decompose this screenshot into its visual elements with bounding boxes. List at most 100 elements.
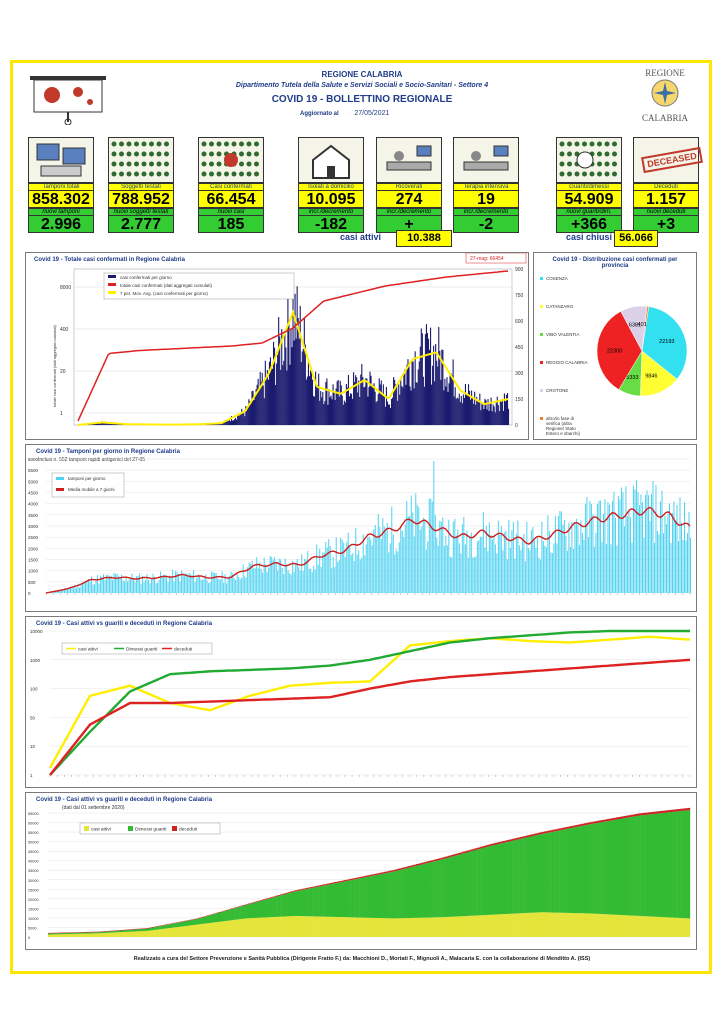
deceased-bar (425, 861, 429, 864)
active-bar (652, 916, 656, 937)
deceased-bar (373, 873, 377, 876)
left-tick-label: 20 (60, 369, 66, 375)
y-tick-label: 40000 (28, 860, 39, 864)
swab-bar (355, 527, 357, 593)
active-bar (413, 917, 417, 937)
house-icon (312, 144, 350, 179)
daily-case-bar (223, 422, 225, 425)
recovered-bar (176, 922, 180, 928)
swabs-panel: Covid 19 - Tamponi per giorno in Regione… (25, 444, 697, 612)
recovered-bar (307, 888, 310, 917)
daily-case-bar (487, 399, 489, 425)
daily-case-bar (296, 286, 298, 425)
active-bar (107, 932, 110, 937)
swab-bar (595, 532, 597, 593)
swab-bar (538, 557, 540, 593)
deceased-bar (317, 885, 320, 887)
active-bar (596, 913, 599, 937)
deceased-bar (551, 829, 555, 832)
recovered-bar (391, 871, 394, 919)
active-bar (312, 916, 315, 937)
swab-bar (248, 562, 250, 593)
deceased-bar (312, 886, 315, 888)
swab-bar (137, 575, 139, 593)
recovered-bar (168, 924, 172, 928)
deceased-bar (139, 928, 143, 930)
updated-label: Aggiornato al (300, 111, 339, 117)
swab-bar (671, 512, 673, 593)
deceased-bar (257, 900, 261, 902)
active-bar (430, 917, 434, 937)
swab-bar (398, 542, 400, 593)
recovered-bar (262, 900, 266, 918)
daily-case-bar (421, 333, 423, 425)
recovered-bar (462, 853, 466, 917)
deceased-bar (149, 927, 152, 929)
daily-case-bar (411, 361, 413, 425)
swab-bar (428, 498, 430, 593)
recovered-bar (601, 822, 604, 915)
deceased-bar (571, 825, 575, 828)
swab-bar (272, 559, 274, 593)
daily-case-bar (428, 349, 431, 425)
deceased-bar (655, 811, 659, 814)
swab-bar (268, 567, 270, 593)
swab-bar (401, 530, 403, 593)
deceased-bar (230, 908, 234, 910)
recovered-bar (519, 838, 523, 914)
swab-bar (376, 536, 378, 593)
swab-bar (425, 549, 427, 593)
active-bar (289, 916, 293, 937)
deceased-bar (191, 919, 194, 920)
swab-bar (431, 501, 433, 593)
daily-case-bar (333, 391, 335, 425)
recovered-bar (470, 851, 473, 916)
swab-bar (229, 575, 231, 593)
swab-bar (323, 552, 325, 593)
daily-case-bar (316, 385, 318, 425)
recovered-bar (134, 929, 138, 932)
swab-bar (616, 545, 618, 593)
deceased-stamp: DECEASED (641, 146, 703, 174)
active-bar (593, 913, 597, 937)
recovered-bar (346, 880, 350, 918)
daily-case-bar (460, 395, 462, 425)
tile-icon (298, 137, 364, 183)
daily-case-bar (222, 422, 224, 425)
daily-case-bar (479, 393, 481, 425)
active-bar (638, 915, 641, 937)
active-bar (127, 931, 130, 937)
active-bar (398, 918, 402, 937)
swab-bar (488, 522, 490, 593)
daily-case-bar (426, 332, 429, 425)
swab-bar (359, 559, 361, 593)
daily-case-bar (425, 324, 427, 425)
deceased-bar (578, 824, 582, 827)
swab-bar (89, 581, 91, 593)
active-bar (92, 933, 96, 937)
daily-case-bar (462, 394, 464, 425)
daily-case-bar (380, 380, 382, 425)
active-bar (625, 915, 629, 937)
recovered-bar (89, 932, 93, 934)
deceased-bar (638, 813, 641, 816)
right-tick-label: 900 (515, 267, 524, 273)
deceased-bar (181, 921, 185, 922)
daily-case-bar (401, 385, 403, 425)
swab-bar (362, 534, 364, 593)
deceased-bar (356, 877, 360, 879)
swab-bar (443, 545, 445, 593)
swab-bar (175, 571, 177, 593)
daily-case-bar (404, 369, 406, 425)
swab-bar (676, 504, 678, 593)
recovered-bar (386, 872, 389, 919)
recovered-bar (289, 892, 293, 917)
recovered-bar (213, 913, 217, 923)
active-bar (633, 915, 636, 937)
recovered-bar (235, 907, 239, 920)
daily-case-bar (330, 395, 332, 425)
swab-bar (589, 501, 591, 593)
recovered-bar (635, 815, 639, 916)
swab-bar (127, 581, 129, 593)
swab-bar (662, 533, 664, 593)
